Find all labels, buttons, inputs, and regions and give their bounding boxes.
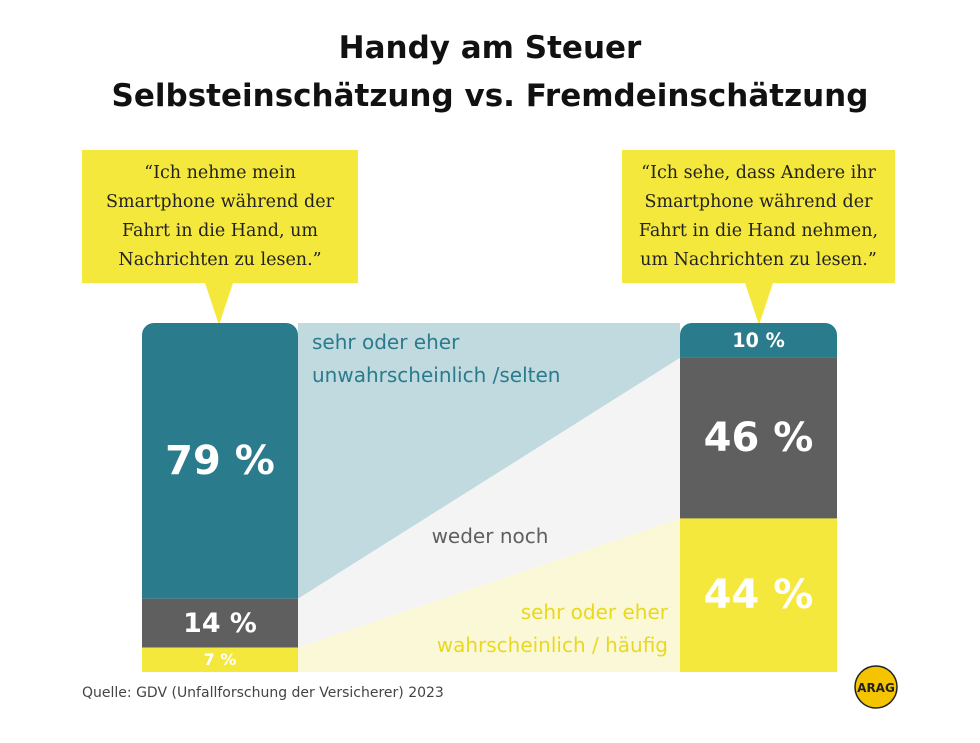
connector-band: [298, 323, 680, 599]
value-label: 79 %: [165, 437, 275, 484]
callout-pointer: [745, 283, 773, 325]
chart-title: Handy am Steuer: [338, 30, 642, 66]
bar-segment: [680, 357, 837, 519]
bar-segment: [142, 647, 298, 672]
stacked-bar: [142, 323, 298, 672]
value-label: 14 %: [183, 607, 257, 639]
series-label: sehr oder eher unwahrscheinlich /selten: [312, 330, 561, 387]
bar-segment: [680, 323, 837, 358]
value-label: 46 %: [703, 415, 814, 462]
value-label: 10 %: [732, 328, 785, 352]
stacked-bar: [680, 323, 837, 672]
value-label: 7 %: [203, 650, 237, 670]
bar-segment: [680, 518, 837, 672]
series-label: weder noch: [431, 524, 549, 548]
category-label: “Ich nehme mein Smartphone während der F…: [82, 150, 358, 283]
connector-band: [298, 357, 680, 648]
source: Quelle: GDV (Unfallforschung der Versich…: [82, 685, 444, 701]
bar-segment: [142, 323, 298, 599]
series-label: sehr oder eher wahrscheinlich / häufig: [436, 600, 668, 657]
bar-segment: [142, 598, 298, 648]
logo-badge: [854, 665, 898, 709]
callout-pointer: [205, 283, 233, 325]
category-label: “Ich sehe, dass Andere ihr Smartphone wä…: [622, 150, 895, 283]
chart-subtitle: Selbsteinschätzung vs. Fremdeinschätzung: [111, 78, 869, 114]
connector-band: [298, 518, 680, 672]
value-label: 44 %: [703, 572, 814, 619]
logo: ARAG: [857, 681, 895, 695]
